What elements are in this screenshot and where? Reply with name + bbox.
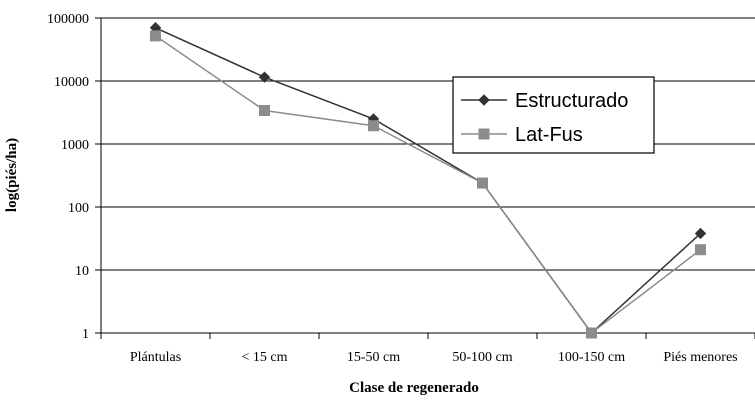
data-point [477, 177, 488, 189]
series-layer [149, 22, 707, 339]
x-tick-label: Plántulas [130, 350, 181, 365]
grid [101, 17, 755, 271]
x-tick-label: Piés menores [663, 350, 737, 365]
y-tick-label: 10000 [54, 75, 89, 90]
data-point [258, 71, 271, 83]
series-line-estructurado [155, 27, 702, 335]
data-point [368, 120, 379, 132]
y-tick-label: 1 [82, 327, 89, 342]
labels: Clase de regenerado log(piés/ha) [4, 138, 479, 396]
data-point [695, 244, 706, 256]
axes: 1 10 100 1000 10000 100000 Plántulas < 15 cm 15-… [47, 12, 755, 365]
legend-marker [478, 94, 490, 106]
data-point [694, 227, 707, 240]
y-tick-label: 100 [68, 201, 89, 216]
x-tick-label: 15-50 cm [347, 350, 400, 365]
y-tick-label: 10 [75, 264, 89, 279]
series-line-lat-fus [155, 35, 701, 335]
y-tick-label: 100000 [47, 12, 89, 27]
x-axis-title: Clase de regenerado [349, 380, 479, 396]
legend: Estructurado Lat-Fus [452, 76, 655, 154]
x-tick-label: 50-100 cm [452, 350, 512, 365]
y-axis-title: log(piés/ha) [4, 138, 20, 212]
legend-box [452, 76, 655, 154]
data-point [586, 327, 597, 339]
legend-label: Estructurado [515, 90, 628, 112]
legend-marker [478, 128, 490, 140]
data-point [259, 105, 270, 117]
legend-label: Lat-Fus [515, 124, 583, 146]
data-point [150, 30, 161, 42]
x-tick-label: 100-150 cm [558, 350, 625, 365]
x-tick-label: < 15 cm [242, 350, 288, 365]
y-tick-label: 1000 [61, 138, 89, 153]
